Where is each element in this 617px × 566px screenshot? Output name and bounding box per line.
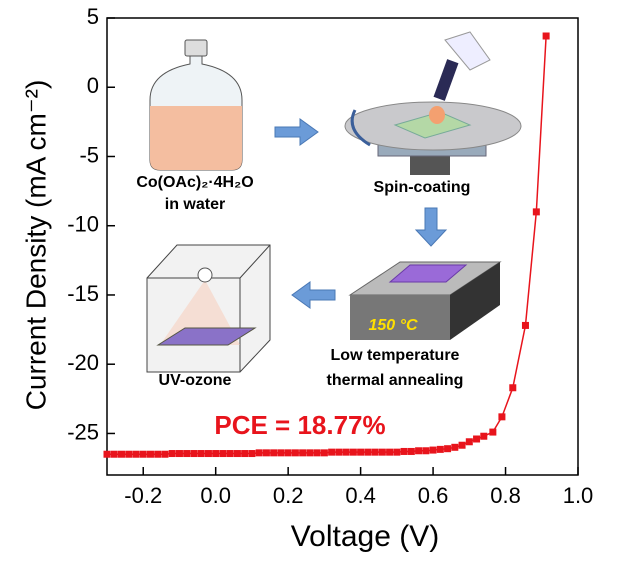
data-point [255,449,263,457]
data-point [357,448,365,456]
data-point [342,448,350,456]
pce-annotation: PCE = 18.77% [214,410,385,440]
data-point [219,450,227,458]
data-point [320,449,328,457]
data-point [509,384,517,392]
x-tick-label: 0.8 [490,483,521,508]
data-point [444,445,452,453]
data-point [284,449,292,457]
data-point [183,450,191,458]
inset-diagram [146,31,522,373]
data-point [400,447,408,455]
data-point [233,450,241,458]
data-point [451,443,459,451]
data-point [458,441,466,449]
data-point [190,450,198,458]
data-point [371,448,379,456]
data-point [299,449,307,457]
inset-label: in water [165,196,225,213]
data-point [291,449,299,457]
data-point [480,432,488,440]
y-tick-label: -25 [67,419,99,444]
data-point [364,448,372,456]
data-point [117,450,125,458]
data-point [103,450,111,458]
x-tick-label: 0.2 [273,483,304,508]
data-point [407,447,415,455]
x-axis-label: Voltage (V) [291,520,439,553]
data-point [139,450,147,458]
data-point [226,450,234,458]
y-axis-label: Current Density (mA cm⁻²) [20,80,51,411]
data-point [349,448,357,456]
data-point [125,450,133,458]
data-point [465,438,473,446]
data-point [154,450,162,458]
inset-label: UV-ozone [159,372,232,389]
data-point [168,450,176,458]
data-point [422,447,430,455]
data-point [248,450,256,458]
data-point [386,448,394,456]
data-point [473,435,481,443]
data-point [262,449,270,457]
data-point [146,450,154,458]
data-point [328,448,336,456]
data-point [277,449,285,457]
data-point [335,448,343,456]
data-point [415,447,423,455]
data-point [197,450,205,458]
y-tick-label: -15 [67,281,99,306]
x-tick-label: 0.6 [418,483,449,508]
data-point [110,450,118,458]
x-tick-label: -0.2 [124,483,162,508]
data-point [175,450,183,458]
inset-label: Low temperature [331,347,460,364]
data-point [204,450,212,458]
data-point [241,450,249,458]
y-tick-label: 5 [87,4,99,29]
data-point [306,449,314,457]
x-tick-label: 1.0 [563,483,594,508]
y-tick-label: -10 [67,212,99,237]
data-point [498,413,506,421]
inset-label: thermal annealing [327,372,464,389]
plot-frame [106,17,579,476]
x-tick-label: 0.0 [200,483,231,508]
data-point [212,450,220,458]
inset-label: Spin-coating [374,179,471,196]
data-point [542,32,550,40]
x-tick-label: 0.4 [345,483,376,508]
data-point [521,321,529,329]
data-point [436,445,444,453]
y-tick-label: 0 [87,73,99,98]
data-point [378,448,386,456]
data-point [429,446,437,454]
y-tick-label: -5 [79,142,99,167]
data-point [161,450,169,458]
inset-label: Co(OAc)₂·4H₂O [136,174,253,191]
data-point [489,428,497,436]
y-tick-label: -20 [67,350,99,375]
data-point [270,449,278,457]
data-point [132,450,140,458]
inset-label: 150 °C [368,317,418,334]
data-point [393,448,401,456]
data-point [313,449,321,457]
data-point [532,208,540,216]
